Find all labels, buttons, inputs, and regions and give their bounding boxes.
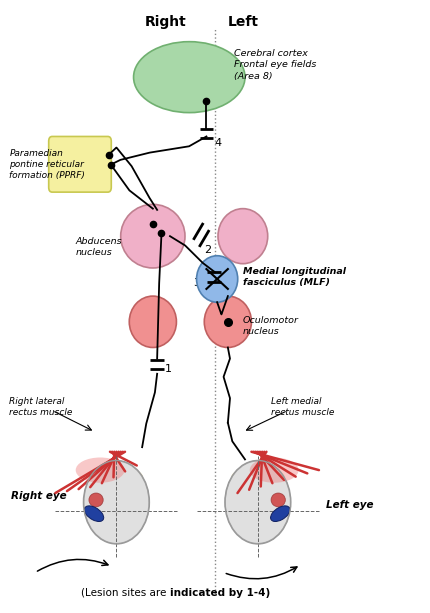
Ellipse shape [218, 208, 268, 264]
Ellipse shape [250, 457, 298, 482]
Text: 3: 3 [194, 278, 200, 288]
Text: 4: 4 [214, 139, 221, 148]
Ellipse shape [204, 296, 252, 348]
Text: Left: Left [227, 15, 258, 29]
Text: indicated by 1-4): indicated by 1-4) [170, 588, 270, 598]
Ellipse shape [134, 42, 245, 113]
Text: (Lesion sites are: (Lesion sites are [81, 588, 170, 598]
Text: Paramedian
pontine reticular
formation (PPRF): Paramedian pontine reticular formation (… [9, 149, 85, 180]
Ellipse shape [90, 466, 143, 487]
Ellipse shape [76, 457, 125, 482]
Ellipse shape [231, 466, 284, 487]
Text: Abducens
nucleus: Abducens nucleus [76, 237, 122, 257]
Ellipse shape [121, 204, 185, 268]
Ellipse shape [129, 296, 176, 348]
Text: Right: Right [145, 15, 187, 29]
Ellipse shape [89, 493, 103, 507]
Text: Medial longitudinal
fasciculus (MLF): Medial longitudinal fasciculus (MLF) [243, 267, 346, 287]
Text: Right eye: Right eye [12, 491, 67, 501]
Ellipse shape [271, 493, 286, 507]
Ellipse shape [197, 256, 238, 302]
Ellipse shape [84, 461, 149, 544]
Text: Left medial
rectus muscle: Left medial rectus muscle [271, 397, 334, 417]
Ellipse shape [225, 461, 290, 544]
Ellipse shape [84, 506, 104, 522]
Text: Right lateral
rectus muscle: Right lateral rectus muscle [9, 397, 73, 417]
Text: 1: 1 [164, 364, 172, 374]
FancyBboxPatch shape [49, 137, 111, 192]
Text: 2: 2 [204, 245, 211, 255]
Text: Cerebral cortex
Frontal eye fields
(Area 8): Cerebral cortex Frontal eye fields (Area… [234, 49, 316, 80]
Text: Left eye: Left eye [326, 500, 374, 510]
Ellipse shape [270, 506, 290, 522]
Text: Oculomotor
nucleus: Oculomotor nucleus [243, 316, 299, 336]
